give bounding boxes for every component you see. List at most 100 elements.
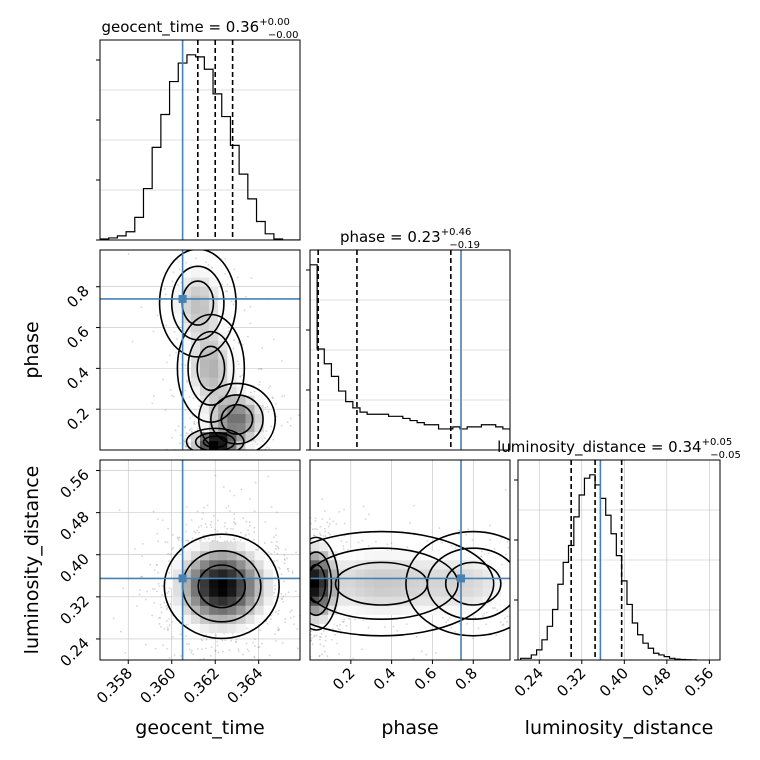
x-axis-label: geocent_time <box>135 717 264 739</box>
density-cell <box>245 614 255 624</box>
sample-point <box>185 635 187 638</box>
sample-point <box>457 533 460 536</box>
sample-point <box>392 625 395 628</box>
sample-point <box>200 464 202 466</box>
sample-point <box>445 621 448 624</box>
density-cell <box>227 359 237 369</box>
density-cell <box>200 541 210 552</box>
density-cell <box>218 404 228 414</box>
density-cell <box>437 560 447 570</box>
sample-point <box>270 614 273 617</box>
plot-area <box>518 460 720 660</box>
sample-point <box>165 361 168 364</box>
sample-point <box>180 465 182 467</box>
sample-point <box>229 450 231 452</box>
density-cell <box>190 605 201 615</box>
sample-point <box>441 541 444 544</box>
sample-point <box>296 567 298 569</box>
sample-point <box>336 642 339 645</box>
sample-point <box>342 545 345 548</box>
sample-point <box>275 640 277 642</box>
sample-point <box>235 451 237 453</box>
sample-point <box>187 540 190 543</box>
panel-phase-1d: phase = 0.23+0.46 −0.19 <box>306 227 511 451</box>
sample-point <box>188 437 191 440</box>
sample-point <box>288 537 290 539</box>
sample-point <box>271 396 274 399</box>
density-cell <box>181 286 192 296</box>
sample-point <box>246 648 249 651</box>
sample-point <box>245 452 247 454</box>
density-cell <box>446 560 456 570</box>
sample-point <box>307 565 309 567</box>
sample-point <box>308 583 310 585</box>
sample-point <box>342 621 345 623</box>
sample-point <box>188 648 191 651</box>
sample-point <box>307 647 309 649</box>
sample-point <box>196 451 198 453</box>
sample-point <box>307 640 309 642</box>
sample-point <box>267 411 270 413</box>
sample-point <box>365 675 367 677</box>
sample-point <box>280 573 283 576</box>
sample-point <box>343 618 346 621</box>
sample-point <box>209 523 212 526</box>
sample-point <box>237 650 240 653</box>
sample-point <box>222 650 224 653</box>
contour-line <box>210 394 264 445</box>
sample-point <box>295 560 297 562</box>
density-cell <box>227 368 237 378</box>
density-cell <box>209 614 219 624</box>
sample-point <box>218 455 220 457</box>
sample-point <box>386 543 389 546</box>
density-cell <box>364 587 374 597</box>
sample-point <box>193 420 196 423</box>
sample-point <box>247 489 249 491</box>
sample-point <box>307 539 309 541</box>
sample-point <box>307 608 309 610</box>
sample-point <box>512 587 514 589</box>
sample-point <box>307 551 309 553</box>
sample-point <box>189 428 191 431</box>
sample-point <box>232 347 235 350</box>
sample-point <box>504 489 507 491</box>
density-cell <box>437 596 447 606</box>
sample-point <box>253 645 256 647</box>
truth-marker <box>178 574 187 583</box>
density-cell <box>319 560 329 570</box>
sample-point <box>495 634 498 636</box>
density-cell <box>473 578 484 588</box>
sample-point <box>171 548 174 551</box>
sample-point <box>304 562 306 564</box>
density-cell <box>319 614 329 624</box>
sample-point <box>153 569 156 571</box>
density-cell <box>446 605 456 615</box>
sample-point <box>174 451 176 453</box>
density-cell <box>200 368 210 378</box>
sample-point <box>354 618 356 621</box>
density-cell <box>209 368 219 378</box>
sample-point <box>259 456 261 458</box>
contours <box>158 250 277 450</box>
density-cell <box>446 578 456 588</box>
x-tick-label: 0.8 <box>451 664 481 694</box>
density-cell <box>200 560 210 570</box>
density-cell <box>310 550 320 561</box>
sample-point <box>275 547 277 550</box>
density-cell <box>227 605 237 615</box>
sample-point <box>286 545 288 547</box>
sample-point <box>214 474 217 477</box>
density-cell <box>200 422 210 433</box>
sample-point <box>205 526 208 529</box>
density-cell <box>227 578 237 588</box>
sample-point <box>253 656 256 659</box>
density-cell <box>464 569 474 579</box>
sample-point <box>318 635 321 638</box>
sample-point <box>489 538 492 541</box>
sample-point <box>185 506 188 508</box>
density-cell <box>190 350 201 360</box>
sample-point <box>305 561 307 563</box>
sample-point <box>487 552 490 555</box>
sample-point <box>287 584 289 586</box>
sample-point <box>305 583 307 585</box>
